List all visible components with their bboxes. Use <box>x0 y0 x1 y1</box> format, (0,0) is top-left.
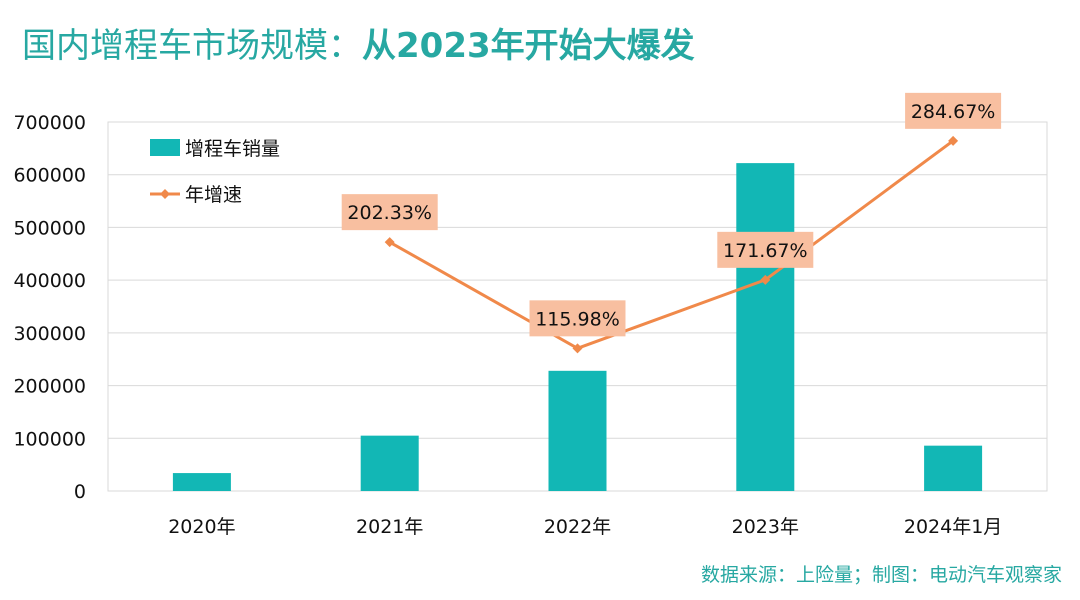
bar-2024年1月 <box>924 445 983 491</box>
legend-label-growth: 年增速 <box>185 184 242 206</box>
growth-line <box>388 139 954 350</box>
data-label: 284.67% <box>911 101 996 123</box>
data-label-box <box>905 92 1002 129</box>
bar-2020年 <box>172 473 231 491</box>
data-label-box <box>717 231 814 268</box>
y-tick-label: 400000 <box>13 270 86 292</box>
data-label-box <box>341 194 438 231</box>
title-accent: 从2023年开始大爆发 <box>362 26 695 66</box>
data-label: 115.98% <box>535 308 620 330</box>
y-tick-label: 0 <box>74 481 86 503</box>
data-label-box <box>529 300 626 337</box>
legend-label-sales: 增程车销量 <box>185 138 280 160</box>
growth-point <box>760 274 771 285</box>
bar-2022年 <box>548 370 607 491</box>
x-tick-label: 2020年 <box>168 516 235 538</box>
growth-point <box>948 135 959 146</box>
x-tick-label: 2021年 <box>356 516 423 538</box>
bar-2021年 <box>360 435 419 491</box>
y-tick-label: 500000 <box>13 217 86 239</box>
x-tick-label: 2024年1月 <box>904 516 1002 538</box>
legend-swatch-sales <box>150 139 180 156</box>
y-tick-label: 200000 <box>13 376 86 398</box>
legend: 增程车销量 年增速 <box>150 138 280 206</box>
x-tick-label: 2023年 <box>732 516 799 538</box>
data-label: 202.33% <box>347 202 432 224</box>
growth-point <box>384 237 395 248</box>
data-label: 171.67% <box>723 240 808 262</box>
growth-point <box>572 343 583 354</box>
page-title: 国内增程车市场规模：从2023年开始大爆发 <box>22 18 695 67</box>
x-tick-label: 2022年 <box>544 516 611 538</box>
y-tick-label: 100000 <box>13 428 86 450</box>
title-main: 国内增程车市场规模： <box>22 26 362 66</box>
y-tick-label: 700000 <box>13 112 86 134</box>
y-tick-label: 300000 <box>13 323 86 345</box>
bar-2023年 <box>736 163 795 492</box>
source-note: 数据来源：上险量；制图：电动汽车观察家 <box>700 564 1062 586</box>
y-tick-label: 600000 <box>13 165 86 187</box>
legend-marker-growth <box>160 189 170 199</box>
